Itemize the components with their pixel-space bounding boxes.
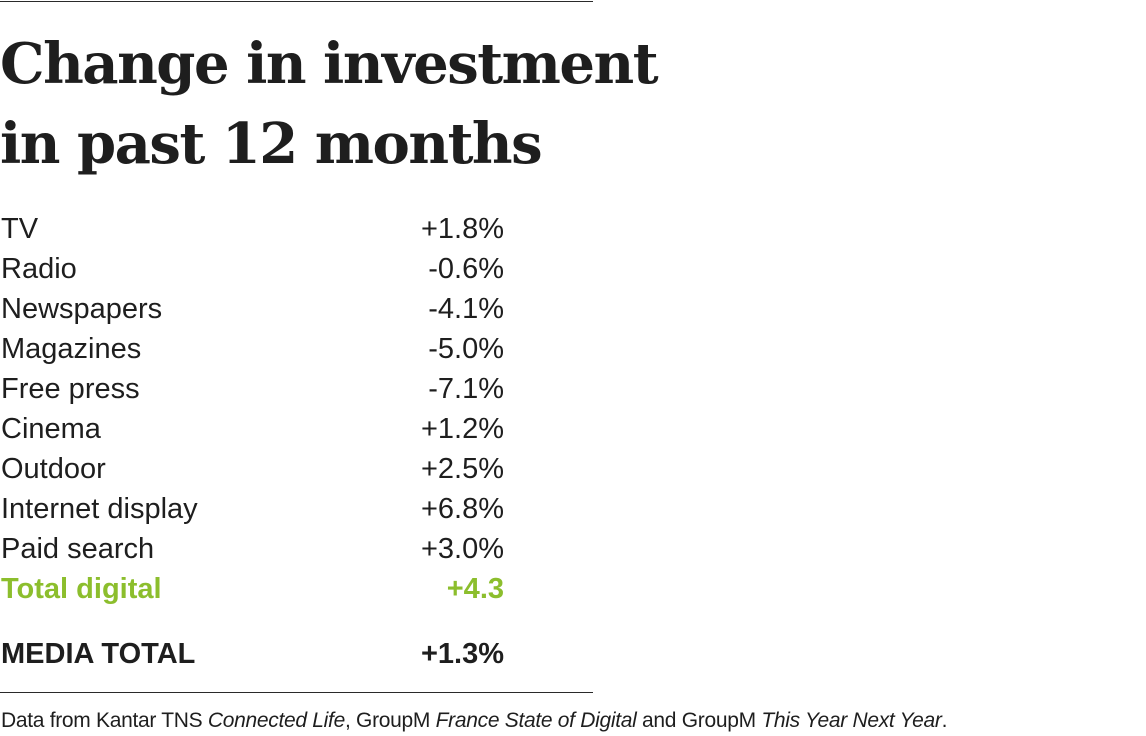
table-row: TV +1.8% [0, 209, 504, 249]
row-value: -4.1% [428, 293, 504, 325]
table-row: Magazines -5.0% [0, 329, 504, 369]
table-row: Radio -0.6% [0, 249, 504, 289]
row-label: Cinema [1, 413, 101, 445]
row-value: -5.0% [428, 333, 504, 365]
source-note: Data from Kantar TNS Connected Life, Gro… [1, 706, 1146, 736]
table-row: Paid search +3.0% [0, 529, 504, 569]
row-value: -7.1% [428, 373, 504, 405]
row-value: -0.6% [428, 253, 504, 285]
total-digital-value: +4.3 [446, 573, 504, 605]
bottom-rule [0, 692, 593, 693]
row-value: +1.8% [420, 213, 504, 245]
media-total-row: MEDIA TOTAL +1.3% [0, 634, 504, 674]
row-label: Outdoor [1, 453, 106, 485]
chart-title: Change in investment in past 12 months [0, 31, 659, 177]
media-total-value: +1.3% [420, 638, 504, 670]
source-prefix: Data from Kantar TNS [1, 709, 208, 732]
row-value: +6.8% [420, 493, 504, 525]
total-digital-label: Total digital [1, 573, 162, 605]
row-label: Radio [1, 253, 77, 285]
row-value: +3.0% [420, 533, 504, 565]
row-label: Paid search [1, 533, 155, 565]
source-suffix: . [941, 709, 948, 732]
row-value: +1.2% [420, 413, 504, 445]
media-total-label: MEDIA TOTAL [1, 638, 196, 670]
row-label: Internet display [1, 493, 198, 525]
source-publication: Connected Life [207, 709, 345, 732]
table-row: Outdoor +2.5% [0, 449, 504, 489]
source-separator: and GroupM [636, 709, 762, 732]
table-row: Internet display +6.8% [0, 489, 504, 529]
investment-table: TV +1.8% Radio -0.6% Newspapers -4.1% Ma… [0, 209, 504, 674]
source-publication: France State of Digital [435, 709, 637, 732]
table-row: Free press -7.1% [0, 369, 504, 409]
row-label: TV [1, 213, 39, 245]
table-row: Cinema +1.2% [0, 409, 504, 449]
row-label: Free press [1, 373, 140, 405]
row-value: +2.5% [420, 453, 504, 485]
row-label: Newspapers [1, 293, 163, 325]
source-publication: This Year Next Year [761, 709, 942, 732]
total-digital-row: Total digital +4.3 [0, 569, 504, 609]
source-separator: , GroupM [344, 709, 436, 732]
table-row: Newspapers -4.1% [0, 289, 504, 329]
row-label: Magazines [1, 333, 142, 365]
top-rule [0, 1, 593, 2]
